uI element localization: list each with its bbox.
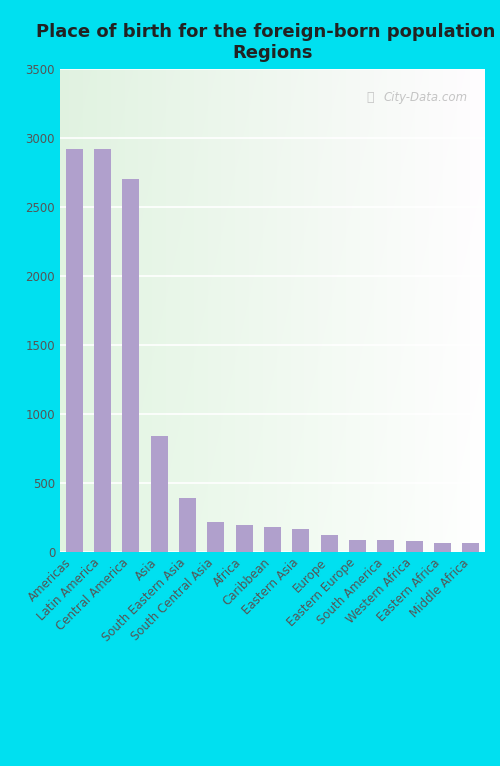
Bar [378,541,394,552]
Bar [150,436,168,552]
Bar [208,522,224,552]
Bar [179,498,196,552]
Bar [462,543,479,552]
Bar [320,535,338,552]
Bar [122,179,140,552]
Bar [94,149,111,552]
Bar [349,540,366,552]
Bar [236,525,252,552]
Bar [264,527,281,552]
Bar [406,541,422,552]
Bar [66,149,82,552]
Text: ⓘ: ⓘ [366,90,374,103]
Text: City-Data.com: City-Data.com [384,90,468,103]
Bar [292,529,310,552]
Bar [434,542,451,552]
Title: Place of birth for the foreign-born population -
Regions: Place of birth for the foreign-born popu… [36,23,500,62]
